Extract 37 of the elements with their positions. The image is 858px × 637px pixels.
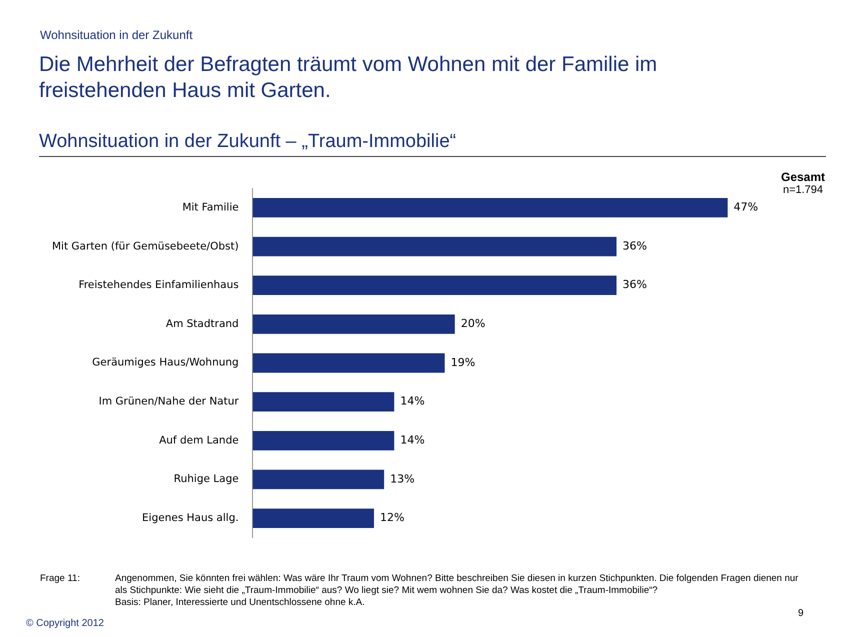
text: Frage 11: [40, 573, 80, 584]
bar [252, 392, 394, 412]
y-tick-label: Geräumiges Haus/Wohnung [92, 356, 239, 369]
data-label: 14% [400, 394, 425, 408]
bar [252, 470, 384, 490]
y-tick-label: Eigenes Haus allg. [142, 512, 239, 524]
bar [252, 353, 445, 373]
y-tick-label: Im Grünen/Nahe der Natur [98, 396, 240, 408]
chart-title: Die Mehrheit der Befragten träumt vom Wohnen mit der Familie im freistehenden Haus mit Garten. [39, 52, 658, 104]
bar [252, 198, 728, 218]
text: Gesamt [780, 170, 826, 184]
text: © Copyright 2012 [26, 618, 104, 629]
y-tick-label: Auf dem Lande [159, 434, 239, 446]
text: Basis: Planer, Interessierte und Unentschlossene ohne k.A. [115, 597, 366, 609]
y-tick-label: Ruhige Lage [174, 473, 239, 486]
bar [252, 236, 617, 256]
y-tick-label: Mit Familie [182, 201, 239, 214]
data-label: 36% [622, 278, 647, 292]
data-label: 14% [400, 434, 425, 447]
text: Angenommen, Sie könnten frei wählen: Was wäre Ihr Traum vom Wohnen? Bitte beschreiben Sie diesen in kurzen Stichpunkten. Die folgenden Fragen dienen nur als Stichpunkte: Wie sieht die „Traum-Immobilie“ aus? Wo liegt sie? Mit wem wohnen Sie da? Was kostet die „Traum-Immobilie“? [115, 573, 800, 597]
y-tick-label: Mit Garten (für Gemüsebeete/Obst) [52, 240, 239, 252]
bar [252, 276, 617, 296]
data-label: 13% [390, 472, 415, 486]
data-label: 47% [734, 200, 758, 214]
bar [252, 508, 374, 528]
data-label: 20% [460, 317, 486, 330]
text: Wohnsituation in der Zukunft [40, 28, 193, 42]
data-label: 36% [622, 239, 647, 252]
data-label: 12% [380, 511, 404, 524]
text: 9 [798, 608, 804, 619]
chart-subtitle: Wohnsituation in der Zukunft – „Traum-Immobilie“ [39, 131, 456, 153]
text: n=1.794 [782, 184, 824, 196]
y-tick-label: Freistehendes Einfamilienhaus [78, 279, 239, 292]
data-label: 19% [450, 356, 476, 369]
bar [252, 314, 455, 334]
y-tick-label: Am Stadtrand [166, 318, 239, 330]
bar [252, 430, 394, 450]
